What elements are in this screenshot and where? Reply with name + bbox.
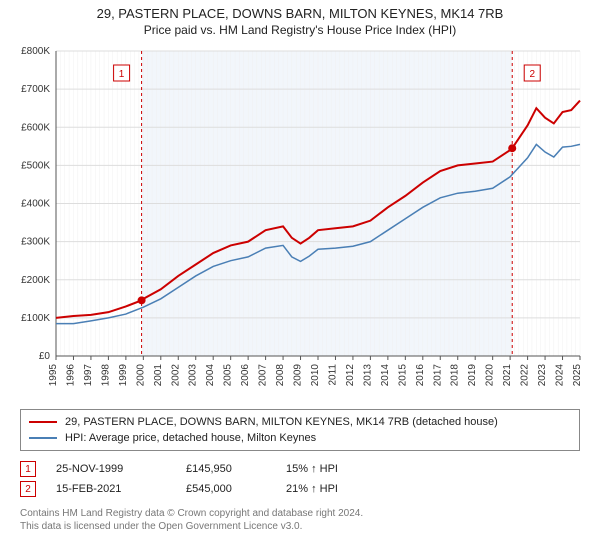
footer-attribution: Contains HM Land Registry data © Crown c…: [20, 507, 580, 533]
sale-date: 25-NOV-1999: [56, 463, 186, 475]
svg-text:2012: 2012: [345, 364, 356, 387]
svg-text:2017: 2017: [432, 364, 443, 387]
legend-swatch: [29, 421, 57, 423]
svg-text:2002: 2002: [170, 364, 181, 387]
sale-date: 15-FEB-2021: [56, 483, 186, 495]
sale-row: 2 15-FEB-2021£545,00021% ↑ HPI: [20, 479, 580, 499]
svg-text:2024: 2024: [555, 364, 566, 387]
svg-text:2018: 2018: [450, 364, 461, 387]
svg-text:2006: 2006: [240, 364, 251, 387]
svg-text:1997: 1997: [83, 364, 94, 387]
sales-table: 1 25-NOV-1999£145,95015% ↑ HPI 2 15-FEB-202…: [20, 459, 580, 499]
svg-text:2016: 2016: [415, 364, 426, 387]
sale-marker-dot: [138, 296, 146, 304]
svg-text:2011: 2011: [327, 364, 338, 386]
svg-text:2: 2: [529, 69, 535, 80]
legend-label: HPI: Average price, detached house, Milt…: [65, 432, 316, 444]
svg-text:2021: 2021: [502, 364, 513, 387]
svg-text:£600K: £600K: [21, 122, 50, 133]
svg-text:2014: 2014: [380, 364, 391, 387]
sale-price: £145,950: [186, 463, 286, 475]
svg-text:2005: 2005: [223, 364, 234, 387]
legend-box: 29, PASTERN PLACE, DOWNS BARN, MILTON KE…: [20, 409, 580, 451]
svg-text:2009: 2009: [293, 364, 304, 387]
svg-text:£400K: £400K: [21, 199, 50, 210]
sale-price: £545,000: [186, 483, 286, 495]
svg-text:£0: £0: [39, 351, 51, 362]
footer-line1: Contains HM Land Registry data © Crown c…: [20, 507, 580, 520]
svg-text:£500K: £500K: [21, 160, 50, 171]
chart-title-block: 29, PASTERN PLACE, DOWNS BARN, MILTON KE…: [0, 0, 600, 37]
sale-row: 1 25-NOV-1999£145,95015% ↑ HPI: [20, 459, 580, 479]
svg-text:£200K: £200K: [21, 275, 50, 286]
legend-label: 29, PASTERN PLACE, DOWNS BARN, MILTON KE…: [65, 416, 498, 428]
svg-text:2013: 2013: [362, 364, 373, 387]
line-chart-svg: £0 £100K £200K £300K £400K £500K £600K £700K £80…: [10, 43, 590, 403]
svg-text:2004: 2004: [205, 364, 216, 387]
svg-text:2023: 2023: [537, 364, 548, 387]
svg-text:2025: 2025: [572, 364, 583, 387]
svg-text:1995: 1995: [48, 364, 59, 387]
sale-diff-vs-hpi: 21% ↑ HPI: [286, 483, 406, 495]
svg-text:2020: 2020: [485, 364, 496, 387]
svg-text:2015: 2015: [397, 364, 408, 387]
legend-row: 29, PASTERN PLACE, DOWNS BARN, MILTON KE…: [29, 414, 571, 430]
svg-text:£300K: £300K: [21, 237, 50, 248]
legend-swatch: [29, 437, 57, 439]
chart-title-line2: Price paid vs. HM Land Registry's House …: [0, 23, 600, 37]
svg-text:2010: 2010: [310, 364, 321, 387]
svg-text:1996: 1996: [65, 364, 76, 387]
sale-diff-vs-hpi: 15% ↑ HPI: [286, 463, 406, 475]
svg-text:2003: 2003: [188, 364, 199, 387]
sale-marker-dot: [508, 144, 516, 152]
sale-number-badge: 1: [20, 461, 36, 477]
svg-text:£800K: £800K: [21, 46, 50, 57]
chart-title-line1: 29, PASTERN PLACE, DOWNS BARN, MILTON KE…: [0, 6, 600, 21]
svg-text:2000: 2000: [135, 364, 146, 387]
sale-number-badge: 2: [20, 481, 36, 497]
svg-text:2019: 2019: [467, 364, 478, 387]
svg-text:2008: 2008: [275, 364, 286, 387]
chart-container: £0 £100K £200K £300K £400K £500K £600K £700K £80…: [10, 43, 590, 403]
svg-text:2007: 2007: [258, 364, 269, 387]
svg-text:1999: 1999: [118, 364, 129, 387]
legend-row: HPI: Average price, detached house, Milt…: [29, 430, 571, 446]
footer-line2: This data is licensed under the Open Gov…: [20, 520, 580, 533]
svg-text:1998: 1998: [100, 364, 111, 387]
svg-text:2022: 2022: [520, 364, 531, 387]
svg-text:1: 1: [119, 69, 125, 80]
svg-text:2001: 2001: [153, 364, 164, 387]
svg-text:£700K: £700K: [21, 84, 50, 95]
svg-text:£100K: £100K: [21, 313, 50, 324]
